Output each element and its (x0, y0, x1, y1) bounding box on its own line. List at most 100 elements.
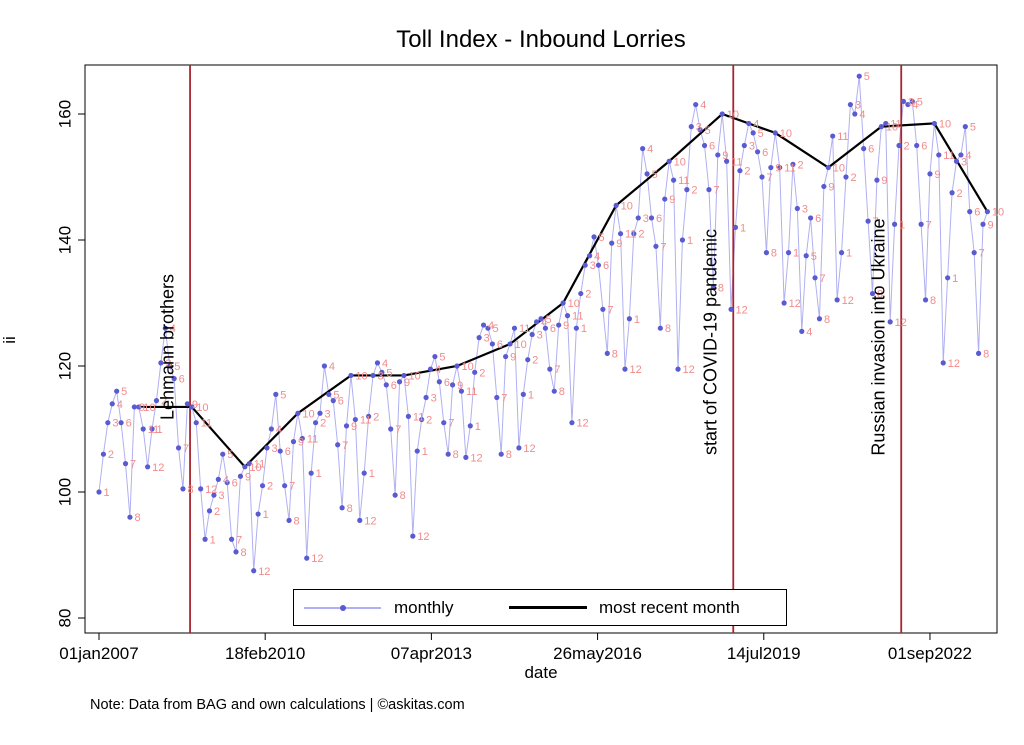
month-number-label: 4 (329, 361, 335, 373)
event-label-russian-invasion: Russian invasion into Ukraine (868, 218, 889, 456)
y-axis-title: ii (0, 336, 19, 344)
y-tick-label: 160 (56, 100, 75, 128)
month-number-label: 2 (267, 481, 273, 493)
month-number-label: 3 (484, 333, 490, 345)
month-number-label: 11 (625, 229, 636, 241)
data-point-marker (136, 404, 142, 410)
data-point-marker (140, 426, 146, 432)
data-point-marker (949, 190, 955, 196)
data-point-marker (246, 461, 252, 467)
data-point-marker (366, 413, 372, 419)
data-point-marker (750, 130, 756, 136)
data-point-marker (233, 549, 239, 555)
data-point-marker (936, 152, 942, 158)
data-point-marker (587, 253, 593, 259)
data-point-marker (909, 98, 915, 104)
data-point-marker (617, 231, 624, 237)
month-number-label: 9 (775, 163, 781, 175)
chart-title: Toll Index - Inbound Lorries (396, 26, 686, 53)
month-number-label: 12 (258, 566, 270, 578)
data-point-marker (450, 382, 456, 388)
month-number-label: 8 (665, 323, 671, 335)
month-number-label: 2 (850, 172, 856, 184)
y-tick-label: 140 (56, 226, 75, 254)
month-number-label: 5 (970, 122, 976, 134)
data-point-marker (905, 101, 911, 108)
data-point-marker (511, 325, 518, 331)
month-number-label: 9 (669, 194, 675, 206)
month-number-label: 5 (705, 125, 711, 137)
month-number-label: 5 (864, 71, 870, 83)
month-number-label: 7 (873, 216, 879, 228)
data-point-marker (671, 177, 677, 183)
month-number-label: 6 (762, 147, 768, 159)
data-point-marker (975, 350, 982, 356)
month-number-label: 1 (316, 468, 322, 480)
x-axis-title: date (524, 663, 558, 682)
data-point-marker (158, 360, 164, 366)
data-point-marker (914, 142, 920, 149)
data-point-marker (445, 451, 451, 457)
data-point-marker (613, 202, 619, 208)
data-point-marker (803, 253, 809, 259)
data-point-marker (865, 218, 871, 224)
data-point-marker (538, 316, 544, 322)
month-number-label: 2 (904, 141, 910, 153)
month-number-label: 6 (232, 478, 238, 490)
month-number-label: 3 (325, 408, 331, 420)
month-number-label: 2 (532, 355, 538, 367)
month-number-label: 2 (108, 449, 114, 461)
data-point-marker (268, 426, 274, 432)
data-point-marker (816, 316, 823, 322)
month-number-label: 1 (899, 219, 905, 231)
month-number-label: 3 (908, 96, 914, 108)
month-number-label: 6 (126, 418, 132, 430)
month-number-label: 3 (802, 204, 808, 216)
data-point-marker (547, 366, 553, 372)
month-number-label: 3 (165, 358, 171, 370)
data-point-marker (454, 363, 460, 369)
data-point-marker (918, 221, 924, 227)
month-number-label: 5 (333, 389, 339, 401)
data-point-marker (635, 215, 641, 221)
data-point-marker (127, 514, 133, 520)
data-point-marker (198, 486, 204, 492)
data-point-marker (688, 124, 694, 130)
month-number-label: 10 (939, 118, 951, 130)
data-point-marker (273, 391, 279, 397)
x-tick-label: 18feb2010 (225, 644, 305, 663)
data-point-marker (175, 445, 182, 451)
month-number-label: 8 (771, 248, 777, 260)
month-number-label: 9 (192, 399, 198, 411)
data-point-marker (114, 388, 120, 394)
month-number-label: 12 (152, 462, 164, 474)
data-point-marker (392, 492, 398, 498)
month-number-label: 4 (170, 323, 176, 335)
data-point-marker (167, 363, 173, 369)
data-point-marker (525, 357, 531, 363)
data-point-marker (145, 464, 151, 470)
data-point-marker (131, 404, 137, 410)
data-point-marker (728, 306, 734, 312)
data-point-marker (984, 209, 991, 215)
data-point-marker (122, 461, 129, 467)
data-point-marker (808, 215, 814, 221)
event-label-covid-pandemic: start of COVID-19 pandemic (700, 228, 721, 456)
data-point-marker (118, 420, 124, 426)
data-point-marker (379, 369, 385, 375)
month-number-label: 12 (683, 364, 695, 376)
data-point-marker (768, 164, 774, 171)
month-number-label: 12 (576, 418, 588, 430)
month-number-label: 11 (784, 163, 795, 175)
legend-monthly-line-sample (304, 605, 381, 611)
data-point-marker (626, 316, 633, 322)
month-number-label: 9 (457, 380, 463, 392)
month-number-label: 7 (395, 424, 401, 436)
month-number-label: 11 (413, 411, 424, 423)
month-number-label: 7 (289, 481, 295, 493)
month-number-label: 1 (952, 273, 958, 285)
month-number-label: 6 (656, 213, 662, 225)
month-number-label: 10 (886, 122, 898, 134)
data-point-marker (595, 262, 602, 268)
month-number-label: 6 (179, 374, 185, 386)
